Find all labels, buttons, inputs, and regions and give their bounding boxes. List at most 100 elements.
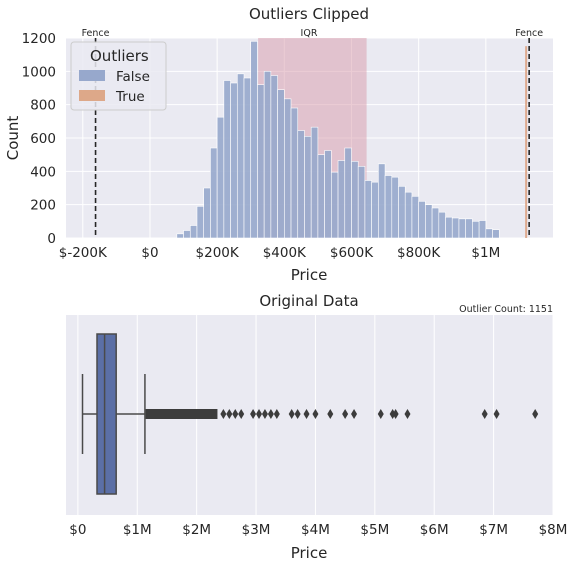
- y-tick-label: 400: [30, 164, 56, 180]
- y-tick-label: 0: [47, 231, 56, 247]
- y-tick-label: 800: [30, 98, 56, 114]
- histogram-bar-false: [297, 130, 305, 239]
- outlier-point: [351, 409, 358, 419]
- histogram-bar-false: [485, 228, 493, 239]
- boxplot-x-tick-labels: $0 $1M $2M $3M $4M $5M $6M $7M $8M: [69, 522, 567, 538]
- x-tick-label: $2M: [182, 522, 211, 538]
- histogram-bar-false: [277, 89, 285, 239]
- y-tick-label: 1000: [22, 64, 56, 80]
- x-tick-label: $400K: [263, 245, 307, 261]
- outlier-point: [377, 409, 384, 419]
- y-tick-label: 600: [30, 131, 56, 147]
- outlier-point: [312, 409, 319, 419]
- histogram-bar-false: [196, 206, 205, 239]
- histogram-bar-false: [384, 175, 393, 239]
- outlier-point: [481, 409, 488, 419]
- legend: Outliers False True: [70, 41, 167, 111]
- histogram-bar-false: [257, 84, 265, 239]
- x-tick-label: $1M: [123, 522, 152, 538]
- histogram-bar-false: [451, 217, 460, 239]
- histogram-bar-false: [317, 154, 325, 239]
- x-tick-label: $8M: [539, 522, 568, 538]
- histogram-bar-false: [183, 230, 191, 239]
- histogram-bar-false: [337, 160, 346, 239]
- histogram-bar-false: [478, 220, 487, 239]
- histogram-bar-false: [230, 82, 238, 239]
- legend-swatch-false: [79, 70, 105, 81]
- outlier-point: [404, 409, 411, 419]
- x-tick-label: $3M: [242, 522, 271, 538]
- outlier-point: [267, 409, 274, 419]
- histogram-bar-false: [492, 229, 500, 239]
- histogram-bar-false: [324, 150, 332, 239]
- x-tick-label: $7M: [479, 522, 508, 538]
- histogram-bar-false: [304, 136, 312, 239]
- histogram-bar-false: [351, 161, 359, 239]
- outlier-point: [232, 409, 239, 419]
- outlier-point: [226, 409, 233, 419]
- histogram-bar-false: [203, 187, 211, 239]
- histogram-bars: [176, 41, 528, 239]
- x-tick-label: $600K: [330, 245, 374, 261]
- boxplot-box: [81, 333, 146, 495]
- y-tick-label: 200: [30, 198, 56, 214]
- histogram-bar-false: [418, 201, 426, 239]
- x-tick-label: $800K: [397, 245, 441, 261]
- histogram-bar-false: [263, 71, 272, 239]
- x-tick-label: $4M: [301, 522, 330, 538]
- outlier-point: [493, 409, 500, 419]
- histogram-bar-false: [243, 77, 252, 239]
- outlier-point: [250, 409, 257, 419]
- iqr-label: IQR: [301, 28, 318, 39]
- histogram-bar-false: [236, 73, 245, 239]
- histogram-bar-false: [425, 204, 433, 239]
- fence-label-left: Fence: [82, 28, 110, 39]
- histogram-bar-false: [364, 180, 372, 239]
- histogram-bar-false: [270, 75, 278, 239]
- histogram-bar-false: [404, 191, 413, 239]
- x-tick-label: $0: [69, 522, 86, 538]
- histogram-bar-false: [284, 98, 292, 239]
- histogram-bar-true: [525, 46, 528, 238]
- histogram-bar-false: [331, 171, 339, 239]
- outlier-point: [273, 409, 280, 419]
- histogram-bar-false: [310, 126, 319, 239]
- dense-outlier-cluster: [145, 409, 218, 419]
- outlier-point: [303, 409, 310, 419]
- histogram-bar-false: [398, 186, 406, 239]
- histogram-bar-false: [465, 218, 473, 239]
- x-tick-label: $200K: [196, 245, 240, 261]
- outlier-point: [342, 409, 349, 419]
- histogram-bar-false: [250, 41, 258, 239]
- outlier-point: [261, 409, 268, 419]
- histogram-bar-false: [378, 163, 386, 239]
- histogram-bar-false: [458, 218, 466, 239]
- histogram-bar-false: [357, 166, 366, 239]
- histogram-x-axis-label: Price: [291, 266, 328, 284]
- histogram-bar-false: [210, 147, 218, 239]
- outlier-point: [256, 409, 263, 419]
- x-tick-label: $5M: [360, 522, 389, 538]
- histogram-bar-false: [223, 80, 231, 239]
- boxplot-gridlines: [77, 315, 554, 515]
- histogram-bar-false: [411, 196, 419, 239]
- histogram-bar-false: [472, 221, 480, 239]
- histogram-x-tick-labels: $-200K $0 $200K $400K $600K $800K $1M: [59, 245, 500, 261]
- fence-label-right: Fence: [515, 28, 543, 39]
- x-tick-label: $6M: [420, 522, 449, 538]
- histogram-bar-false: [371, 181, 379, 239]
- outlier-point: [294, 409, 301, 419]
- legend-swatch-true: [79, 90, 105, 101]
- histogram-panel: $-200K $0 $200K $400K $600K $800K $1M 0 200 400 6…: [4, 5, 553, 284]
- legend-entry-false: False: [116, 69, 150, 85]
- x-tick-label: $-200K: [59, 245, 108, 261]
- outlier-count-annotation: Outlier Count: 1151: [459, 304, 553, 315]
- boxplot-title: Original Data: [259, 292, 358, 310]
- legend-entry-true: True: [115, 89, 145, 105]
- histogram-bar-false: [344, 147, 352, 239]
- outlier-point: [392, 409, 399, 419]
- histogram-bar-false: [431, 207, 440, 239]
- histogram-bar-false: [445, 216, 453, 239]
- x-tick-label: $1M: [471, 245, 500, 261]
